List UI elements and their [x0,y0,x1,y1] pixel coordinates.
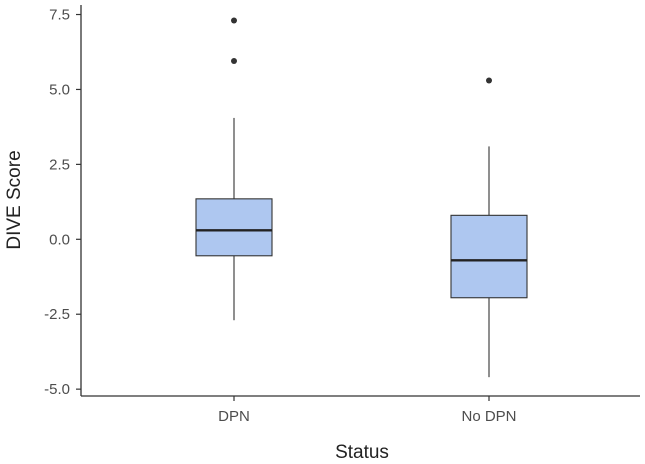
iqr-box [195,198,273,257]
outlier-point [231,17,237,24]
y-tick-label: -5.0 [44,381,70,398]
x-tick-label: No DPN [461,408,516,425]
y-tick-label: 7.5 [49,7,70,24]
y-tick-label: 0.0 [49,231,70,248]
y-tick-label: 2.5 [49,156,70,173]
outlier-point [486,77,492,84]
box-group-no-dpn [450,77,528,378]
plot-area [195,17,528,378]
outlier-point [231,57,237,64]
x-axis-ticks: DPN No DPN [218,396,517,425]
y-axis-ticks: -5.0 -2.5 0.0 2.5 5.0 7.5 [44,7,81,398]
x-tick-label: DPN [218,408,250,425]
iqr-box [450,214,528,299]
y-axis-title: DIVE Score [4,150,25,249]
box-group-dpn [195,17,273,321]
y-tick-label: -2.5 [44,306,70,323]
x-axis-title: Status [335,442,389,463]
y-tick-label: 5.0 [49,81,70,98]
